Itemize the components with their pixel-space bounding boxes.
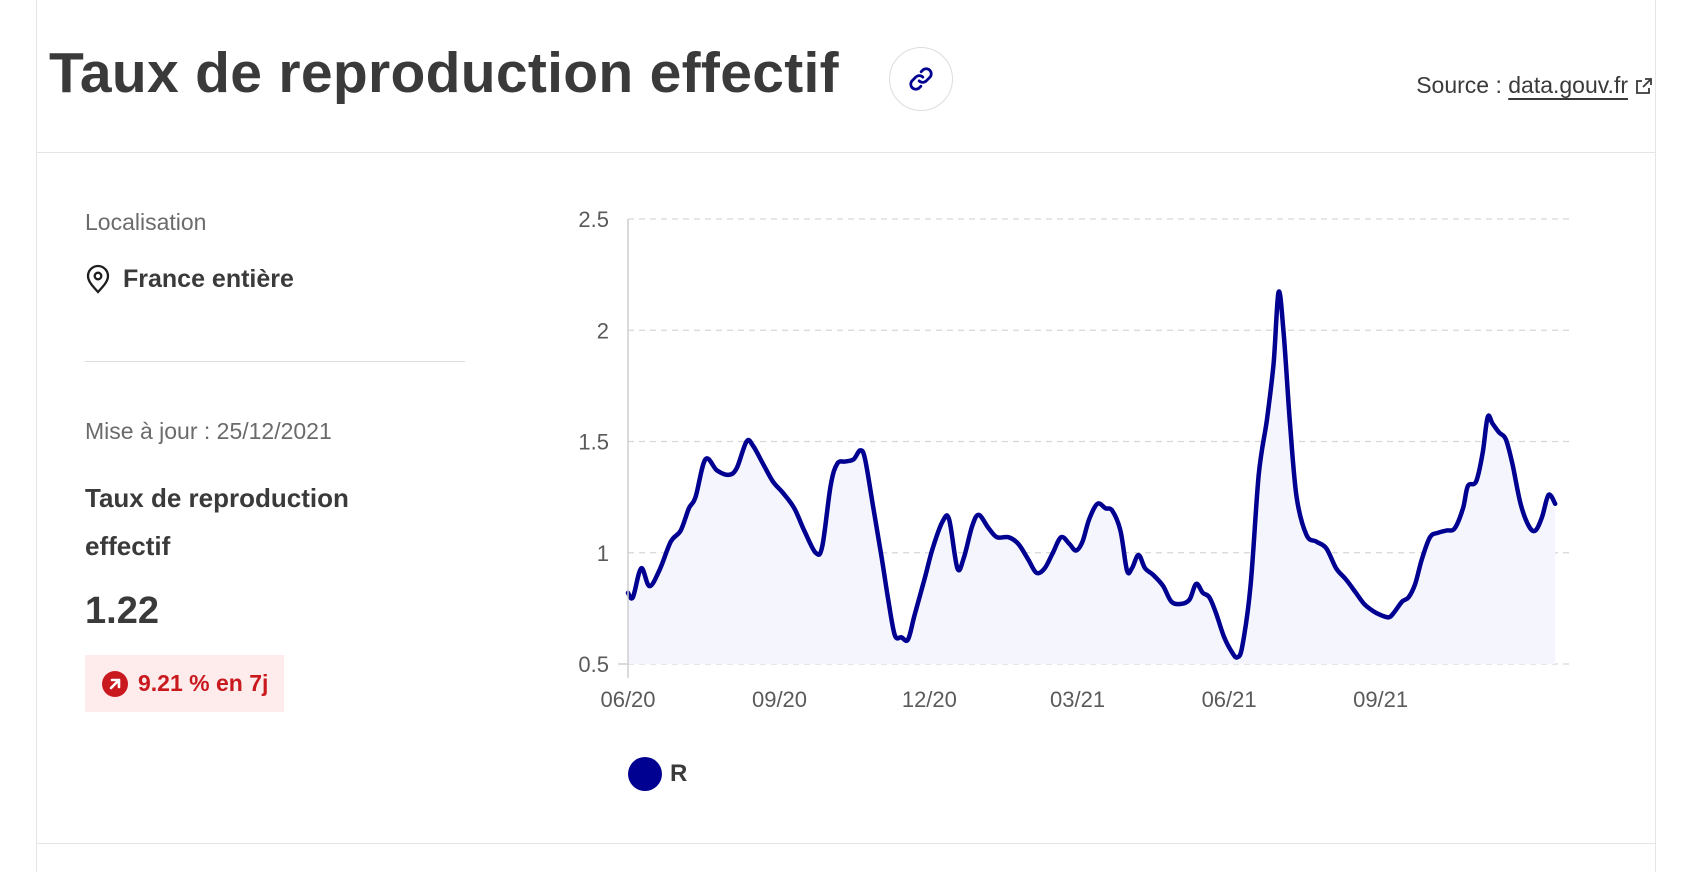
update-date: Mise à jour : 25/12/2021 — [85, 418, 332, 444]
y-tick-label: 2.5 — [578, 207, 609, 232]
chart-line-layer — [625, 289, 1558, 660]
page-title: Taux de reproduction effectif — [49, 41, 839, 105]
map-pin-icon — [86, 264, 110, 294]
x-tick-label: 03/21 — [1050, 687, 1105, 712]
x-tick-labels: 06/20 09/20 12/20 03/21 06/21 09/21 — [600, 687, 1408, 712]
indicator-value: 1.22 — [85, 590, 159, 632]
y-tick-label: 1 — [597, 541, 609, 566]
y-tick-label: 2 — [597, 318, 609, 343]
link-icon — [909, 67, 933, 91]
indicator-name: Taux de reproduction effectif — [85, 483, 349, 561]
source-link-text: data.gouv.fr — [1508, 72, 1628, 98]
legend-swatch — [628, 757, 662, 791]
legend-label-r: R — [670, 760, 688, 787]
arrow-up-right-icon — [102, 670, 128, 697]
trend-text: 9.21 % en 7j — [138, 670, 269, 696]
chart-area-layer — [628, 291, 1556, 664]
external-link-icon — [1636, 78, 1652, 94]
x-tick-label: 06/20 — [600, 687, 655, 712]
chart-axes — [618, 219, 629, 678]
chart-legend[interactable]: R — [628, 757, 687, 791]
trend-badge: 9.21 % en 7j — [85, 655, 285, 712]
card-divider — [37, 843, 1655, 844]
x-tick-label: 12/20 — [902, 687, 957, 712]
x-tick-label: 09/20 — [752, 687, 807, 712]
location-label: Localisation — [85, 209, 207, 235]
location-selector[interactable]: France entière — [85, 263, 294, 295]
y-tick-label: 0.5 — [578, 652, 609, 677]
source-link[interactable]: data.gouv.fr — [1508, 72, 1654, 98]
sidebar-divider — [85, 361, 465, 362]
x-tick-label: 06/21 — [1202, 687, 1257, 712]
y-tick-labels: 0.5 1 1.5 2 2.5 — [578, 207, 609, 677]
copy-link-button[interactable] — [889, 47, 953, 111]
series-r-area — [628, 291, 1556, 664]
x-tick-label: 09/21 — [1353, 687, 1408, 712]
location-value: France entière — [123, 264, 294, 293]
card-header — [37, 0, 1655, 153]
source-info: Source : data.gouv.fr — [1416, 72, 1654, 99]
indicator-card — [36, 0, 1656, 872]
y-tick-label: 1.5 — [578, 430, 609, 455]
source-label: Source : — [1416, 72, 1509, 98]
series-r-line[interactable] — [625, 289, 1558, 660]
